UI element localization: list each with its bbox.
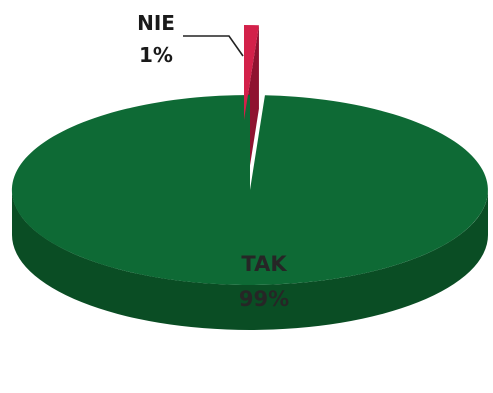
- pie-slice-tak-side: [12, 190, 488, 330]
- pie-slice-tak: [11, 94, 488, 285]
- tak-percent-label: 99%: [239, 287, 289, 311]
- nie-label: NIE: [137, 11, 175, 35]
- nie-percent-label: 1%: [139, 43, 173, 67]
- pie-slice-nie: [244, 25, 259, 120]
- nie-leader-line: [183, 35, 244, 57]
- tak-label: TAK: [241, 252, 287, 276]
